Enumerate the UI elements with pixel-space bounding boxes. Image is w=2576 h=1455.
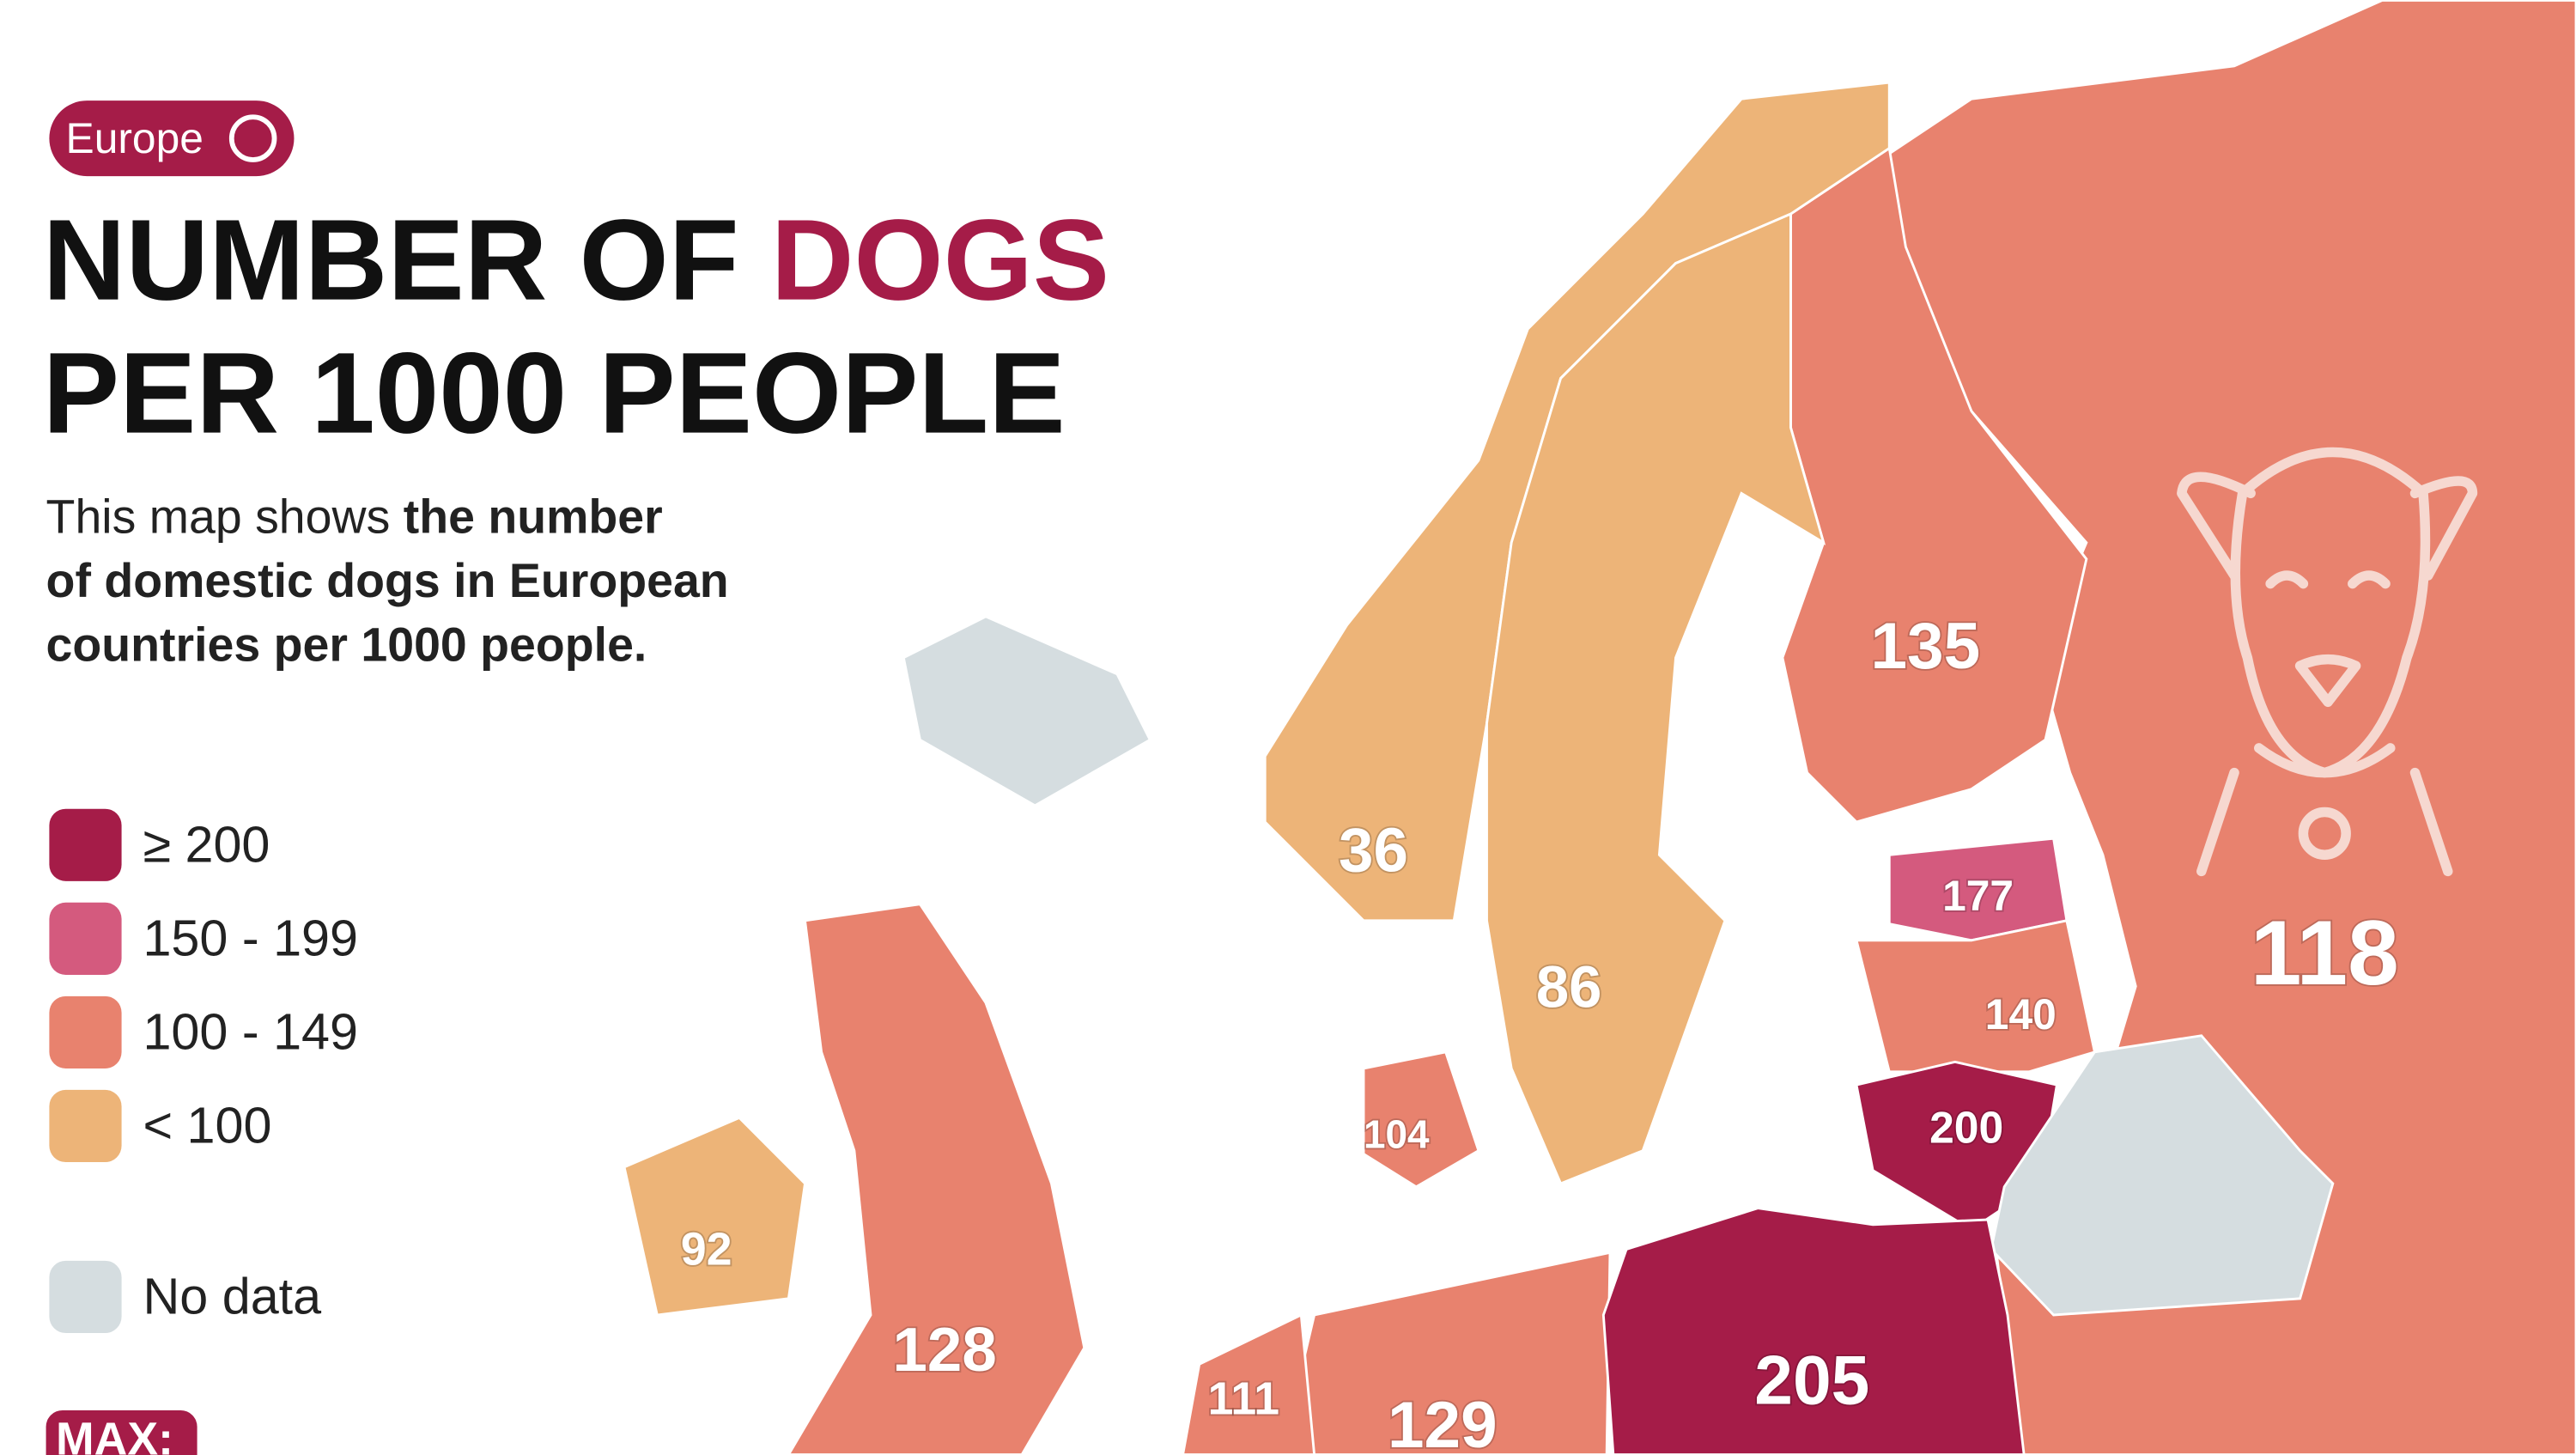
value-label: 36 [1339, 815, 1408, 885]
legend-label: ≥ 200 [143, 815, 270, 873]
legend: ≥ 200 150 - 199 100 - 149 < 100 No data [49, 808, 358, 1334]
max-label: MAX: [56, 1415, 173, 1455]
description-line: This map shows the number [46, 490, 663, 543]
value-label: 128 [892, 1315, 996, 1385]
badge-text: Europe [66, 114, 204, 162]
country [1601, 1207, 2026, 1455]
value-labels: 135 118 36 86 177 140 104 200 92 128 205 111 129 [679, 608, 2401, 1455]
legend-swatch [49, 1260, 122, 1334]
country [1990, 1034, 2335, 1317]
description-line: countries per 1000 people. [46, 618, 647, 672]
max-badge [46, 1409, 197, 1455]
country [1362, 1050, 1480, 1189]
title-line-2: PER 1000 PEOPLE [43, 330, 1066, 458]
globe-icon [228, 114, 277, 162]
country [623, 1116, 807, 1317]
legend-swatch [49, 995, 122, 1069]
value-label: 92 [681, 1224, 732, 1275]
value-label: 118 [2251, 901, 2399, 1004]
title-highlight: DOGS [771, 197, 1109, 325]
dog-icon [2177, 447, 2478, 877]
description-bold: the number [404, 490, 663, 543]
legend-swatch [49, 1089, 122, 1163]
country-shapes [623, 0, 2576, 1455]
badge-bg [49, 100, 295, 177]
legend-label: < 100 [143, 1096, 271, 1154]
value-label: 177 [1942, 872, 2014, 920]
value-label: 135 [1871, 610, 1981, 683]
title-line-1: NUMBER OF DOGS [43, 197, 1109, 325]
description-light: This map shows [46, 490, 404, 543]
value-label: 104 [1364, 1111, 1430, 1156]
title-prefix: NUMBER OF [43, 197, 771, 325]
legend-label: No data [143, 1267, 321, 1324]
value-label: 129 [1388, 1389, 1498, 1455]
legend-swatch [49, 902, 122, 975]
legend-label: 100 - 149 [143, 1002, 358, 1060]
country [1485, 211, 1826, 1185]
value-label: 205 [1754, 1342, 1869, 1419]
value-label: 86 [1536, 953, 1602, 1020]
country [1855, 919, 2097, 1074]
value-label: 111 [1208, 1374, 1279, 1425]
value-label: 140 [1985, 990, 2057, 1038]
value-label: 200 [1929, 1102, 2003, 1152]
description-line: of domestic dogs in European [46, 554, 729, 607]
country [902, 615, 1152, 807]
legend-label: 150 - 199 [143, 909, 358, 966]
legend-swatch [49, 808, 122, 881]
